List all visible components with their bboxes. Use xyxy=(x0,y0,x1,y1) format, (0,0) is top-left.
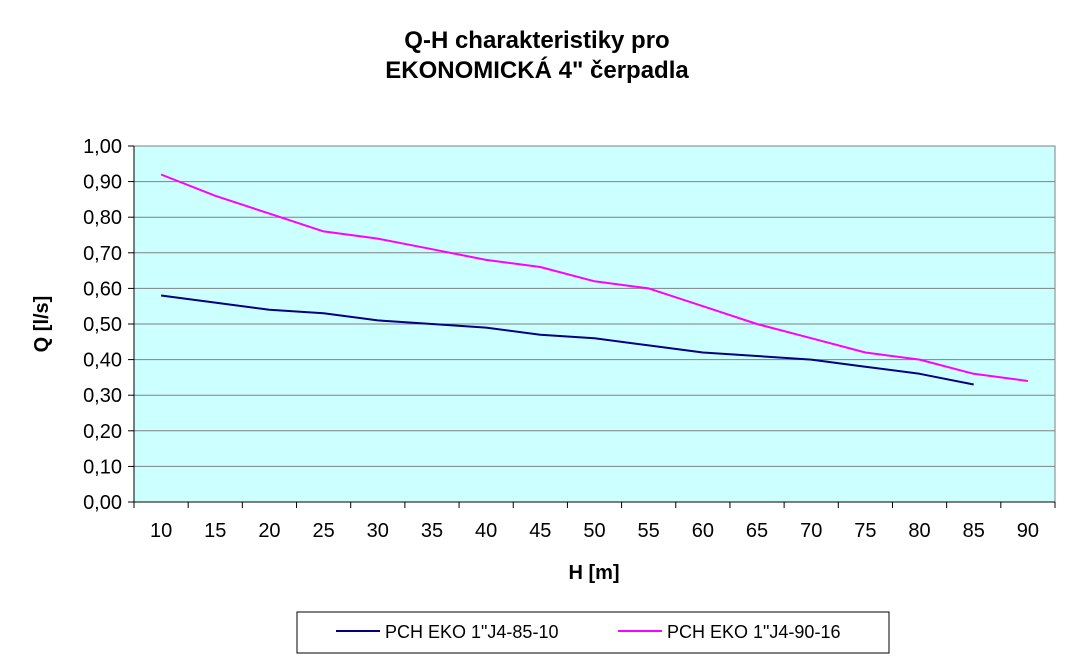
y-tick-label: 0,60 xyxy=(83,278,122,300)
y-tick-label: 0,00 xyxy=(83,492,122,514)
x-tick-label: 20 xyxy=(258,520,280,542)
y-axis-title: Q [l/s] xyxy=(31,296,53,353)
series-line-2 xyxy=(160,173,1029,382)
y-tick-label: 0,30 xyxy=(83,385,122,407)
x-tick-label: 90 xyxy=(1017,520,1039,542)
series-line-1 xyxy=(160,294,974,386)
y-axis: 0,00 0,10 0,20 0,30 0,40 0,50 0,60 0,70 0,80 0,90… xyxy=(83,136,135,514)
x-tick-label: 45 xyxy=(529,520,551,542)
x-tick-label: 60 xyxy=(692,520,714,542)
y-tick-label: 0,80 xyxy=(83,207,122,229)
y-tick-label: 0,90 xyxy=(83,172,122,194)
legend-label-series-1: PCH EKO 1"J4-85-10 xyxy=(385,622,558,642)
x-tick-label: 15 xyxy=(204,520,226,542)
series-lines xyxy=(160,173,1029,386)
x-tick-label: 40 xyxy=(475,520,497,542)
gridlines xyxy=(134,181,1055,467)
x-tick-label: 50 xyxy=(583,520,605,542)
y-tick-label: 1,00 xyxy=(83,136,122,158)
x-tick-label: 35 xyxy=(421,520,443,542)
x-tick-label: 80 xyxy=(908,520,930,542)
chart-title-line-1: Q-H charakteristiky pro xyxy=(404,27,669,54)
y-tick-label: 0,10 xyxy=(83,456,122,478)
legend: PCH EKO 1"J4-85-10 PCH EKO 1"J4-90-16 xyxy=(296,611,890,654)
x-tick-label: 75 xyxy=(854,520,876,542)
x-tick-label: 70 xyxy=(800,520,822,542)
x-axis-title: H [m] xyxy=(568,562,619,584)
x-tick-label: 65 xyxy=(746,520,768,542)
x-tick-label: 30 xyxy=(367,520,389,542)
y-tick-label: 0,40 xyxy=(83,350,122,372)
x-tick-label: 55 xyxy=(638,520,660,542)
legend-box xyxy=(296,611,890,654)
chart-title: Q-H charakteristiky pro EKONOMICKÁ 4" če… xyxy=(385,27,689,84)
y-tick-label: 0,70 xyxy=(83,243,122,265)
x-axis: 10 15 20 25 30 35 40 45 50 55 60 65 70 75 80 85 90 xyxy=(133,501,1056,542)
y-tick-label: 0,20 xyxy=(83,421,122,443)
y-tick-label: 0,50 xyxy=(83,314,122,336)
legend-label-series-2: PCH EKO 1"J4-90-16 xyxy=(667,622,840,642)
x-tick-label: 25 xyxy=(312,520,334,542)
chart-title-line-2: EKONOMICKÁ 4" čerpadla xyxy=(385,56,689,84)
x-tick-label: 10 xyxy=(150,520,172,542)
x-tick-label: 85 xyxy=(963,520,985,542)
